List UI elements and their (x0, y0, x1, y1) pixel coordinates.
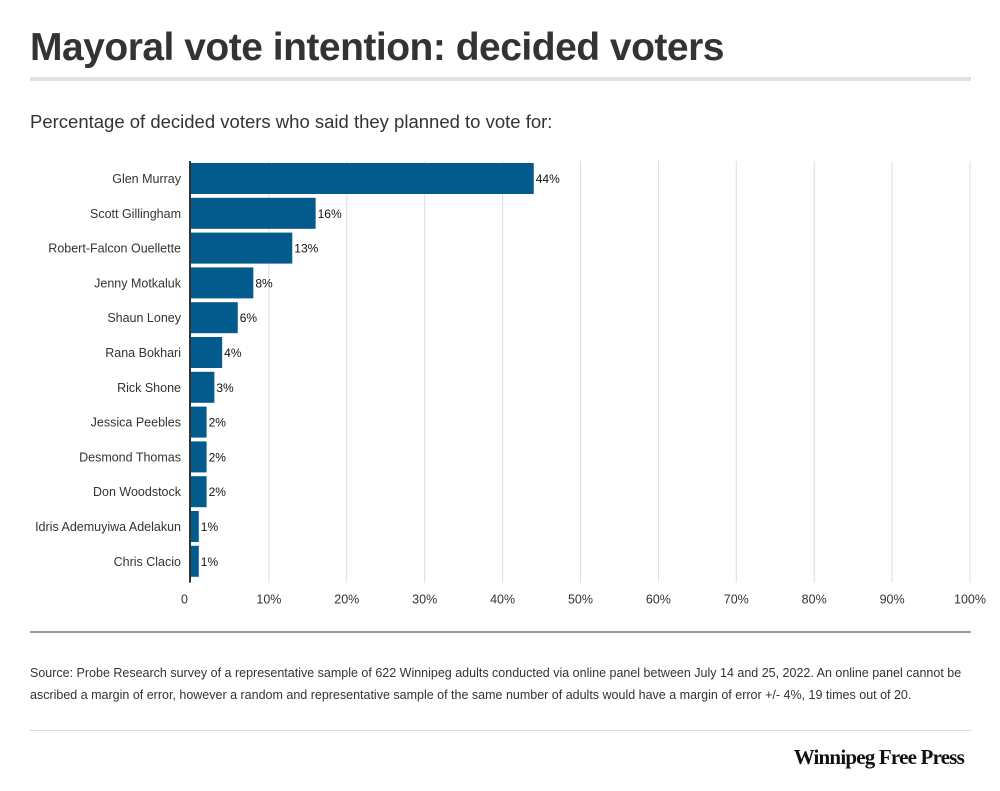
source-note: Source: Probe Research survey of a repre… (30, 666, 962, 702)
bar (191, 302, 238, 334)
value-label: 1% (201, 555, 219, 569)
category-label: Glen Murray (112, 172, 182, 186)
value-label: 3% (216, 381, 234, 395)
title-divider (30, 77, 971, 81)
x-tick-label: 40% (490, 593, 515, 607)
x-tick-label: 10% (256, 593, 281, 607)
bar (191, 511, 199, 542)
publisher-logo: Winnipeg Free Press (793, 745, 965, 769)
value-label: 2% (209, 416, 227, 430)
chart-subtitle: Percentage of decided voters who said th… (30, 111, 553, 132)
category-label: Don Woodstock (93, 485, 182, 499)
x-tick-label: 90% (880, 593, 905, 607)
x-tick-label: 80% (802, 593, 827, 607)
bar (191, 406, 207, 438)
category-label: Idris Ademuyiwa Adelakun (35, 520, 181, 534)
category-label: Scott Gillingham (90, 207, 181, 221)
category-label: Robert-Falcon Ouellette (48, 242, 181, 256)
value-label: 4% (224, 346, 242, 360)
category-label: Rana Bokhari (105, 346, 181, 360)
category-label: Desmond Thomas (79, 450, 181, 464)
category-label: Rick Shone (117, 381, 181, 395)
footer-divider (30, 730, 971, 731)
bar (191, 476, 207, 508)
value-label: 6% (240, 311, 258, 325)
chart-title: Mayoral vote intention: decided voters (30, 26, 724, 69)
value-label: 2% (209, 485, 227, 499)
bar (191, 337, 223, 368)
bar (191, 441, 207, 473)
bar (191, 163, 534, 194)
x-tick-label: 70% (724, 593, 749, 607)
x-tick-label: 100% (954, 593, 986, 607)
value-label: 1% (201, 520, 219, 534)
x-tick-label: 30% (412, 593, 437, 607)
category-label: Shaun Loney (107, 311, 181, 325)
x-tick-label: 20% (334, 593, 359, 607)
category-label: Chris Clacio (114, 555, 181, 569)
chart-divider (30, 631, 971, 633)
category-label: Jessica Peebles (91, 416, 181, 430)
x-tick-label: 0 (181, 593, 188, 607)
value-label: 2% (209, 450, 227, 464)
x-tick-label: 60% (646, 593, 671, 607)
category-label: Jenny Motkaluk (94, 276, 182, 290)
bar (191, 197, 316, 229)
bar-chart: 0 10% 20% 30% 40% 50% 60% 70% 80% 90% 100% Glen Mur… (35, 161, 986, 607)
bar (191, 371, 215, 403)
value-label: 8% (255, 276, 273, 290)
value-label: 44% (536, 172, 560, 186)
bar (191, 267, 254, 299)
bar (191, 232, 293, 264)
x-tick-label: 50% (568, 593, 593, 607)
bar (191, 545, 199, 577)
value-label: 13% (294, 242, 318, 256)
value-label: 16% (318, 207, 342, 221)
